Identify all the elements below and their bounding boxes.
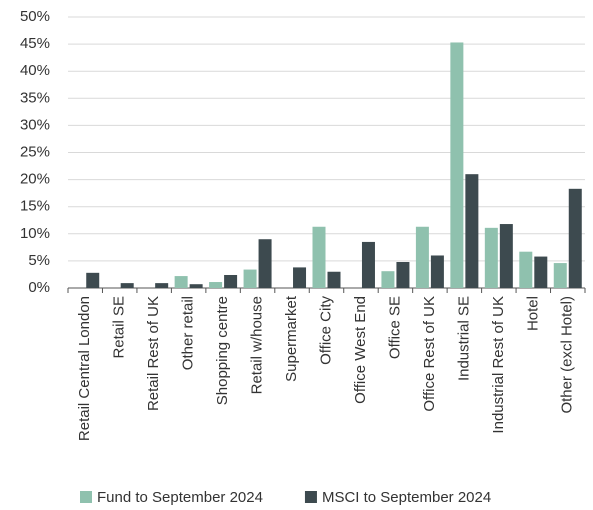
bar: [361, 241, 375, 288]
x-tick-label: Other (excl Hotel): [559, 296, 576, 414]
y-tick-label: 0%: [28, 279, 50, 296]
bar: [312, 226, 326, 288]
x-tick-label: Retail SE: [111, 296, 128, 359]
bar: [86, 272, 100, 288]
x-tick-label: Hotel: [524, 296, 541, 331]
bar: [430, 255, 444, 288]
x-tick-label: Other retail: [180, 296, 197, 370]
bar: [120, 283, 134, 288]
bar: [224, 274, 238, 288]
bar: [415, 226, 429, 288]
bar: [568, 188, 582, 288]
bar: [174, 276, 188, 288]
legend-swatch: [80, 491, 92, 503]
bar: [450, 42, 464, 288]
bar: [534, 256, 548, 288]
legend-label: Fund to September 2024: [97, 489, 263, 506]
bar: [519, 251, 533, 288]
y-tick-label: 30%: [20, 116, 50, 133]
y-tick-label: 5%: [28, 252, 50, 269]
bar: [396, 261, 410, 288]
bar: [155, 283, 169, 288]
x-tick-label: Office City: [317, 296, 334, 365]
bar: [189, 284, 203, 288]
y-tick-label: 10%: [20, 225, 50, 242]
bar: [484, 227, 498, 288]
bar: [499, 224, 513, 288]
x-tick-label: Retail Rest of UK: [145, 296, 162, 411]
bar: [209, 282, 223, 288]
bar: [293, 267, 307, 288]
bar: [243, 269, 257, 288]
bar: [553, 263, 567, 288]
legend-swatch: [304, 491, 317, 503]
y-tick-label: 20%: [20, 171, 50, 188]
bar: [381, 271, 395, 288]
x-tick-label: Retail w/house: [249, 296, 266, 394]
y-tick-label: 25%: [20, 143, 50, 160]
y-tick-label: 35%: [20, 89, 50, 106]
x-tick-label: Industrial Rest of UK: [490, 296, 507, 434]
legend-label: MSCI to September 2024: [322, 489, 491, 506]
y-tick-label: 15%: [20, 198, 50, 215]
bar: [327, 271, 341, 288]
bar: [465, 174, 479, 288]
x-tick-label: Office SE: [386, 296, 403, 359]
x-tick-label: Office Rest of UK: [421, 296, 438, 412]
x-tick-label: Industrial SE: [455, 296, 472, 381]
x-tick-label: Retail Central London: [76, 296, 93, 441]
y-tick-label: 40%: [20, 62, 50, 79]
x-tick-label: Office West End: [352, 296, 369, 404]
y-tick-label: 50%: [20, 8, 50, 25]
bar: [258, 239, 272, 288]
y-tick-label: 45%: [20, 35, 50, 52]
x-tick-label: Shopping centre: [214, 296, 231, 405]
x-tick-label: Supermarket: [283, 295, 300, 382]
